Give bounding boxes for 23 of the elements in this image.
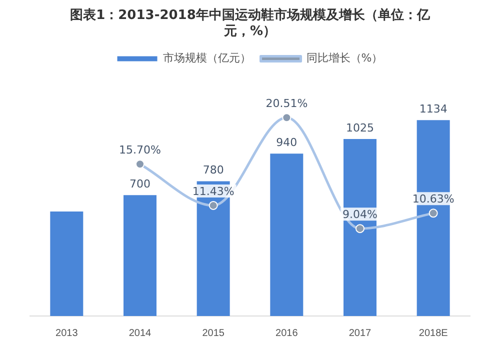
x-tick-label: 2017 [348, 328, 372, 339]
legend-label: 同比增长（%） [306, 52, 383, 65]
data-label: 20.51% [266, 96, 308, 110]
data-label: 940 [276, 136, 298, 150]
x-tick-label: 2018E [418, 328, 448, 339]
data-label: 1025 [346, 121, 374, 134]
bar [270, 154, 304, 316]
bar [344, 138, 376, 316]
x-tick-label: 2015 [202, 328, 225, 339]
chart-title: 图表1：2013-2018年中国运动鞋市场规模及增长（单位：亿元，%） [70, 7, 431, 39]
legend-label: 市场规模（亿元） [162, 52, 251, 65]
data-label: 780 [202, 164, 224, 177]
bar [124, 195, 156, 316]
x-tick-label: 2014 [128, 328, 152, 339]
data-label: 15.70% [119, 144, 161, 157]
data-label: 9.04% [342, 208, 378, 221]
bar [50, 212, 84, 316]
data-label: 700 [130, 177, 150, 190]
data-label: 1134 [419, 102, 448, 116]
x-tick-label: 2013 [56, 328, 78, 339]
x-tick-label: 2016 [276, 328, 298, 339]
data-label: 11.43% [192, 184, 234, 198]
data-label: 10.63% [412, 192, 454, 206]
